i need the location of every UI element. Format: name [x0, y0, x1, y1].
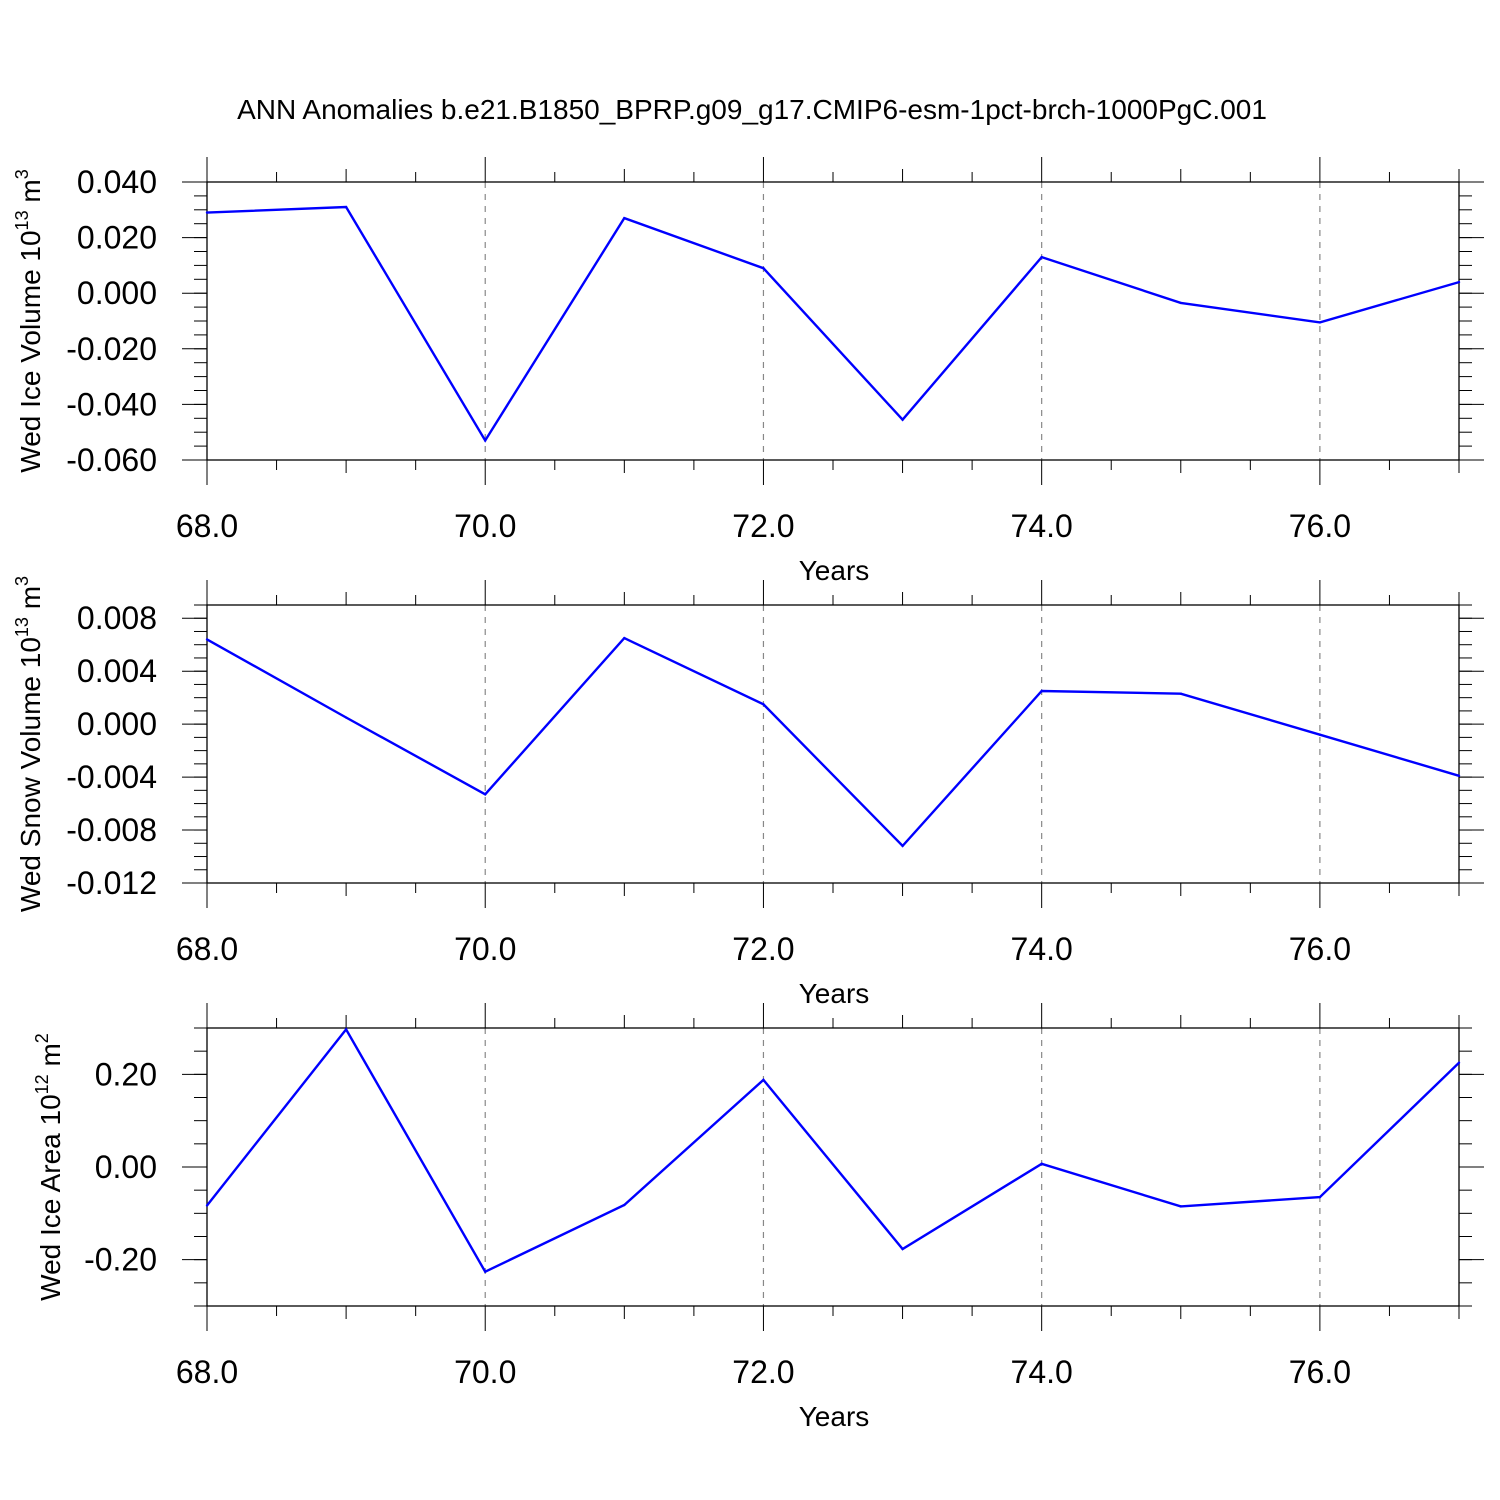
x-tick-label: 76.0: [1289, 1354, 1351, 1390]
data-point: [623, 636, 626, 640]
x-tick-label: 68.0: [176, 508, 238, 544]
data-point: [344, 205, 348, 209]
x-tick-label: 74.0: [1011, 1354, 1073, 1390]
x-tick-label: 72.0: [732, 1354, 794, 1390]
chart-panels: 68.0 70.0 72.0 74.0 76.0Years0.0400.0200.000…: [12, 157, 1484, 1432]
data-point: [1457, 1061, 1461, 1064]
y-tick-label: 0.000: [77, 275, 157, 311]
x-tick-label: 72.0: [732, 931, 794, 967]
y-tick-label: -0.040: [66, 386, 157, 422]
x-axis-label: Years: [799, 978, 870, 1009]
plot-frame: [206, 1027, 1460, 1307]
x-tick-label: 68.0: [176, 931, 238, 967]
y-axis-label-text: Wed Ice Area 10: [35, 1094, 66, 1301]
x-axis-label: Years: [799, 555, 870, 586]
data-point: [205, 211, 209, 214]
data-point: [623, 216, 626, 220]
y-axis-label-text: Wed Snow Volume 10: [15, 637, 46, 912]
data-point: [344, 1028, 348, 1031]
x-tick-label: 74.0: [1011, 508, 1073, 544]
chart-panel-2: 68.0 70.0 72.0 74.0 76.0 Years 0.008 0.004 0.000…: [12, 576, 1484, 1009]
data-point: [1040, 689, 1043, 693]
data-point: [1179, 1205, 1182, 1208]
y-axis-label-space: [15, 203, 46, 211]
data-point: [762, 703, 765, 706]
data-point: [484, 793, 487, 796]
data-point: [484, 439, 487, 442]
y-axis-label: Wed Snow Volume 1013 m3: [12, 576, 46, 912]
y-tick-label: 0.000: [77, 706, 157, 742]
y-axis-label: Wed Ice Volume 1013 m3: [12, 169, 46, 472]
data-point: [623, 1203, 626, 1207]
data-point: [1179, 692, 1182, 695]
x-tick-label: 68.0: [176, 1354, 238, 1390]
data-point: [1040, 255, 1043, 259]
data-point: [901, 844, 904, 848]
y-axis-label-unit: m: [15, 586, 46, 609]
chart-panel-1: 68.0 70.0 72.0 74.0 76.0 Years 0.040 0.020 0.000…: [12, 157, 1484, 586]
y-tick-label: 0.20: [95, 1056, 157, 1092]
series-line: [206, 1027, 1460, 1274]
data-point: [901, 418, 904, 421]
y-tick-label: 0.008: [77, 600, 157, 636]
data-point: [1318, 733, 1322, 736]
x-tick-label: 76.0: [1289, 931, 1351, 967]
y-axis-label-exponent: 12: [32, 1074, 52, 1094]
y-axis-label-unit: m: [35, 1043, 66, 1066]
chart-title: ANN Anomalies b.e21.B1850_BPRP.g09_g17.C…: [237, 94, 1267, 125]
y-axis-label: Wed Ice Area 1012 m2: [32, 1033, 66, 1301]
data-point: [344, 716, 348, 719]
series-line: [206, 636, 1460, 848]
data-point: [1457, 280, 1461, 284]
y-tick-label: -0.020: [66, 331, 157, 367]
x-tick-label: 74.0: [1011, 931, 1073, 967]
y-tick-label: -0.008: [66, 812, 157, 848]
y-tick-label: -0.004: [66, 759, 157, 795]
y-axis-label-unit-exponent: 3: [12, 169, 32, 179]
x-tick-label: 70.0: [454, 508, 516, 544]
data-point: [901, 1247, 904, 1251]
y-tick-label: -0.20: [84, 1242, 157, 1278]
y-axis-label-unit-exponent: 2: [32, 1033, 52, 1043]
data-point: [762, 1078, 765, 1082]
data-point: [762, 266, 765, 270]
x-tick-label: 70.0: [454, 931, 516, 967]
x-tick-label: 76.0: [1289, 508, 1351, 544]
y-axis-label-text: Wed Ice Volume 10: [15, 230, 46, 472]
data-point: [205, 1204, 209, 1207]
y-axis-label-space: [15, 609, 46, 617]
y-axis-label-exponent: 13: [12, 617, 32, 637]
data-point: [1318, 321, 1322, 324]
data-point: [205, 638, 209, 641]
y-tick-label: 0.00: [95, 1149, 157, 1185]
data-point: [1457, 774, 1461, 777]
chart-panel-3: 68.0 70.0 72.0 74.0 76.0 Years 0.20 0.00 -0.20 We…: [32, 1003, 1484, 1432]
data-point: [1040, 1162, 1043, 1165]
y-tick-label: -0.060: [66, 442, 157, 478]
x-tick-label: 70.0: [454, 1354, 516, 1390]
y-tick-label: -0.012: [66, 865, 157, 901]
x-tick-label: 72.0: [732, 508, 794, 544]
y-axis-label-exponent: 13: [12, 210, 32, 230]
plot-frame: [206, 181, 1460, 461]
data-point: [1179, 301, 1182, 305]
y-axis-label-unit-exponent: 3: [12, 576, 32, 586]
y-axis-label-space: [35, 1067, 66, 1075]
y-tick-label: 0.040: [77, 164, 157, 200]
data-point: [1318, 1195, 1322, 1199]
x-axis-label: Years: [799, 1401, 870, 1432]
data-point: [484, 1270, 487, 1273]
y-axis-label-unit: m: [15, 179, 46, 202]
series-line: [206, 205, 1460, 443]
y-tick-label: 0.004: [77, 653, 157, 689]
y-tick-label: 0.020: [77, 220, 157, 256]
